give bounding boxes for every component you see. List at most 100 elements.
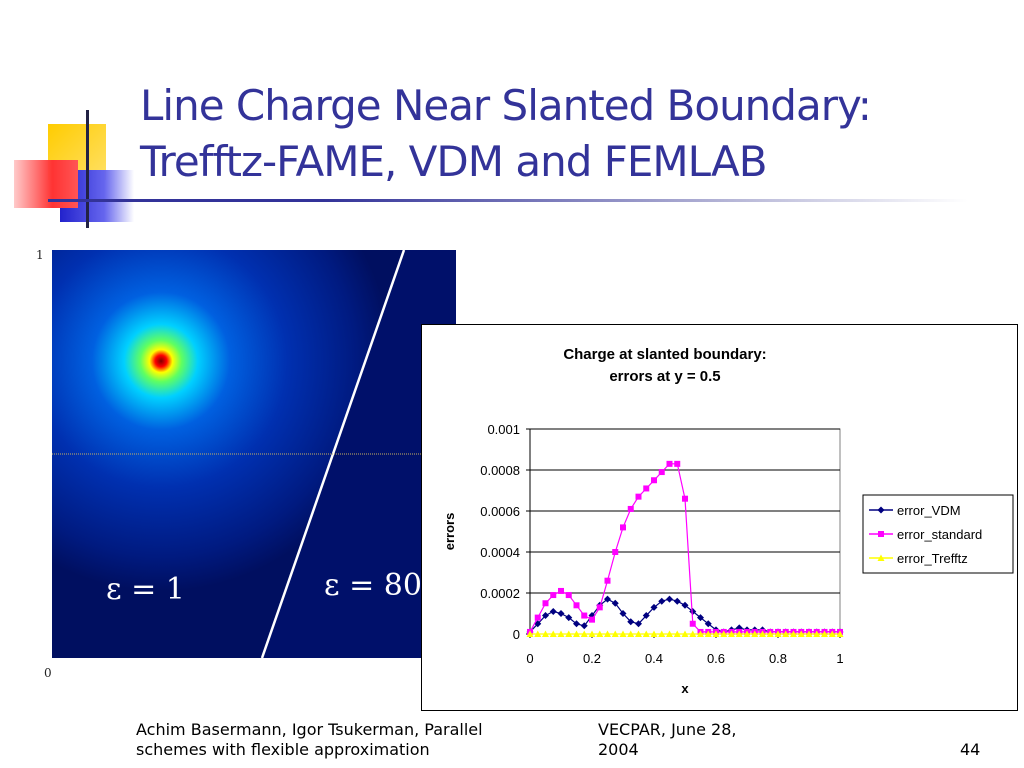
data-point-error_VDM bbox=[635, 620, 642, 628]
legend-swatch-marker bbox=[877, 506, 885, 514]
data-point-error_Trefftz bbox=[542, 630, 549, 637]
y-tick-label: 0 bbox=[513, 627, 520, 642]
legend-swatch-marker bbox=[878, 531, 884, 537]
y-tick-label: 0.0006 bbox=[480, 504, 520, 519]
field-plot bbox=[52, 250, 456, 658]
field-y-tick-bottom: 0 bbox=[44, 666, 52, 680]
data-point-error_Trefftz bbox=[689, 630, 697, 637]
x-tick-label: 1 bbox=[836, 651, 843, 666]
data-point-error_Trefftz bbox=[766, 630, 774, 637]
data-point-error_Trefftz bbox=[557, 630, 565, 637]
data-point-error_standard bbox=[643, 485, 650, 492]
x-tick-label: 0.2 bbox=[583, 651, 601, 666]
data-point-error_Trefftz bbox=[782, 630, 790, 637]
error-chart: Charge at slanted boundary: errors at y =… bbox=[421, 324, 1018, 711]
title-line-1: Line Charge Near Slanted Boundary: bbox=[140, 81, 872, 130]
x-axis-label: x bbox=[681, 681, 689, 696]
data-point-error_VDM bbox=[580, 622, 588, 630]
legend-swatch-marker bbox=[877, 554, 885, 561]
data-point-error_VDM bbox=[704, 620, 712, 628]
data-point-error_Trefftz bbox=[635, 630, 642, 637]
epsilon-right-label: ε = 80 bbox=[324, 568, 422, 603]
data-point-error_standard bbox=[581, 612, 588, 619]
data-point-error_standard bbox=[596, 604, 603, 611]
field-plot-image bbox=[52, 250, 456, 658]
data-point-error_standard bbox=[550, 592, 557, 599]
x-tick-label: 0.4 bbox=[645, 651, 663, 666]
data-point-error_VDM bbox=[689, 607, 697, 615]
data-point-error_Trefftz bbox=[759, 630, 766, 637]
footer-authors-line-1: Achim Basermann, Igor Tsukerman, Paralle… bbox=[136, 720, 483, 739]
epsilon-left-label: ε = 1 bbox=[106, 572, 185, 607]
legend-entry-error_standard: error_standard bbox=[897, 527, 982, 542]
footer-authors: Achim Basermann, Igor Tsukerman, Paralle… bbox=[136, 720, 483, 760]
chart-subtitle: errors at y = 0.5 bbox=[609, 368, 720, 385]
title-underline bbox=[48, 199, 968, 202]
data-point-error_standard bbox=[658, 469, 665, 476]
data-point-error_Trefftz bbox=[728, 630, 735, 637]
data-point-error_VDM bbox=[673, 597, 681, 605]
y-tick-label: 0.001 bbox=[487, 422, 520, 437]
data-point-error_VDM bbox=[681, 601, 689, 609]
data-point-error_Trefftz bbox=[642, 630, 650, 637]
data-point-error_VDM bbox=[573, 620, 580, 628]
data-point-error_Trefftz bbox=[735, 630, 743, 637]
data-point-error_VDM bbox=[666, 595, 673, 603]
y-tick-label: 0.0008 bbox=[480, 463, 520, 478]
data-point-error_Trefftz bbox=[720, 630, 728, 637]
footer-venue-line-1: VECPAR, June 28, bbox=[598, 720, 737, 739]
data-point-error_VDM bbox=[611, 599, 619, 607]
footer-venue-line-2: 2004 bbox=[598, 740, 639, 759]
legend-entry-error_VDM: error_VDM bbox=[897, 503, 961, 518]
data-point-error_VDM bbox=[604, 595, 611, 603]
data-point-error_standard bbox=[558, 587, 564, 594]
data-point-error_standard bbox=[674, 460, 681, 467]
data-point-error_Trefftz bbox=[534, 630, 542, 637]
data-point-error_standard bbox=[589, 616, 595, 623]
data-point-error_VDM bbox=[697, 614, 704, 622]
x-tick-label: 0.8 bbox=[769, 651, 787, 666]
data-point-error_Trefftz bbox=[573, 630, 580, 637]
data-point-error_VDM bbox=[619, 610, 627, 617]
data-point-error_VDM bbox=[542, 612, 549, 620]
title-line-2: Trefftz-FAME, VDM and FEMLAB bbox=[140, 137, 768, 186]
footer-venue: VECPAR, June 28, 2004 bbox=[598, 720, 736, 760]
data-point-error_Trefftz bbox=[813, 630, 821, 637]
field-y-tick-top: 1 bbox=[36, 248, 44, 262]
data-point-error_Trefftz bbox=[658, 630, 666, 637]
data-point-error_VDM bbox=[557, 610, 565, 617]
data-point-error_Trefftz bbox=[673, 630, 681, 637]
data-point-error_standard bbox=[573, 602, 580, 609]
data-point-error_standard bbox=[542, 600, 549, 607]
data-point-error_Trefftz bbox=[604, 630, 611, 637]
data-point-error_Trefftz bbox=[704, 630, 712, 637]
data-point-error_Trefftz bbox=[805, 630, 813, 637]
data-point-error_VDM bbox=[650, 603, 658, 611]
x-tick-label: 0 bbox=[526, 651, 533, 666]
data-point-error_standard bbox=[565, 592, 572, 599]
x-tick-label: 0.6 bbox=[707, 651, 725, 666]
data-point-error_Trefftz bbox=[619, 630, 627, 637]
data-point-error_Trefftz bbox=[797, 630, 805, 637]
data-point-error_standard bbox=[627, 505, 634, 512]
data-point-error_Trefftz bbox=[790, 630, 797, 637]
slide-title: Line Charge Near Slanted Boundary: Treff… bbox=[140, 78, 1000, 190]
data-point-error_standard bbox=[612, 549, 619, 555]
data-point-error_Trefftz bbox=[712, 630, 720, 637]
data-point-error_standard bbox=[651, 477, 657, 484]
data-point-error_Trefftz bbox=[681, 630, 689, 637]
data-point-error_Trefftz bbox=[526, 630, 534, 637]
chart-title: Charge at slanted boundary: bbox=[563, 346, 766, 363]
y-tick-label: 0.0004 bbox=[480, 545, 520, 560]
data-point-error_Trefftz bbox=[549, 630, 557, 637]
data-point-error_standard bbox=[682, 495, 688, 502]
data-point-error_standard bbox=[604, 577, 611, 584]
data-point-error_Trefftz bbox=[828, 630, 836, 637]
data-point-error_standard bbox=[666, 460, 673, 467]
y-axis-label: errors bbox=[442, 513, 457, 551]
data-point-error_Trefftz bbox=[588, 630, 596, 637]
data-point-error_Trefftz bbox=[627, 630, 635, 637]
footer-authors-line-2: schemes with flexible approximation bbox=[136, 740, 430, 759]
data-point-error_VDM bbox=[642, 612, 650, 620]
data-point-error_Trefftz bbox=[836, 630, 844, 637]
